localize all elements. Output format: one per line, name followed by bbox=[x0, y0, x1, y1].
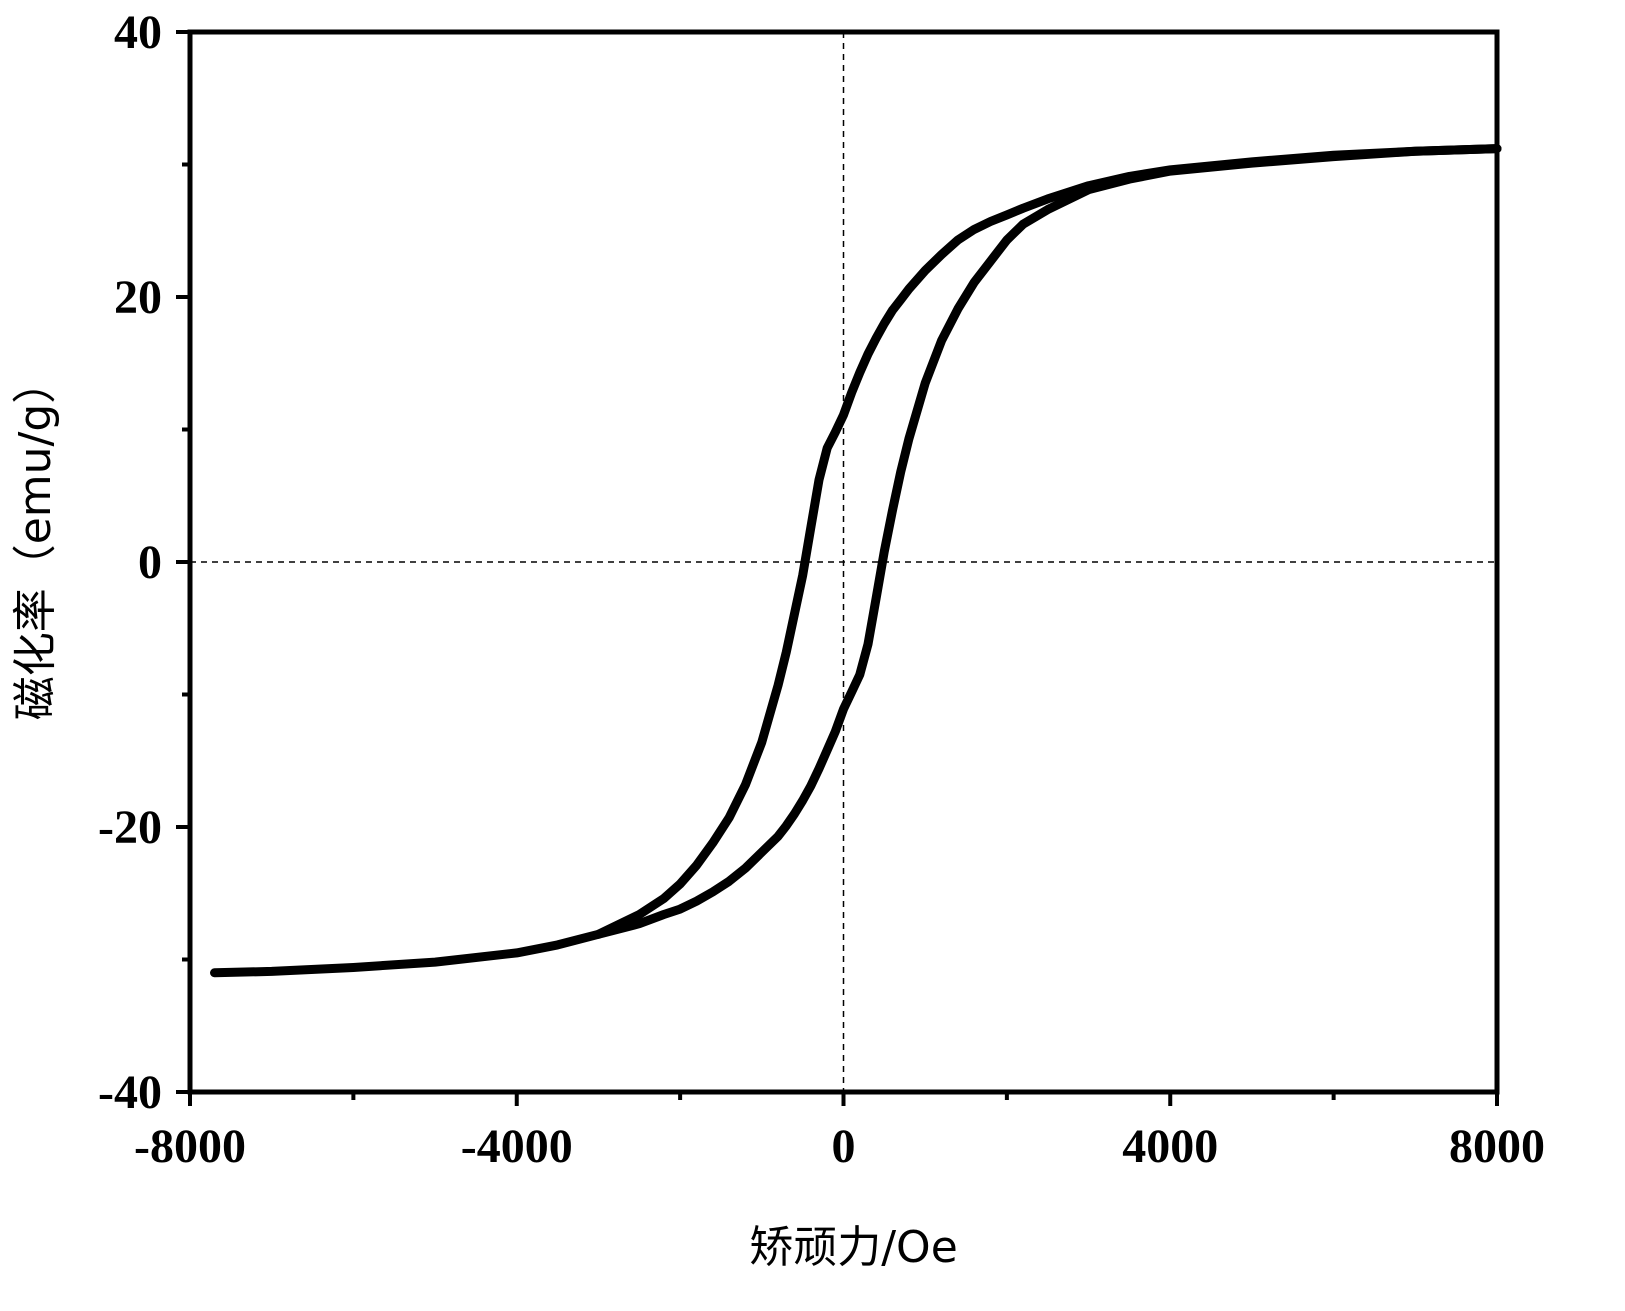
y-tick-label: -40 bbox=[98, 1066, 162, 1119]
hysteresis-branch-2 bbox=[593, 144, 1502, 939]
x-tick-label: -4000 bbox=[461, 1120, 573, 1173]
x-tick-label: 4000 bbox=[1122, 1120, 1218, 1173]
x-tick-labels: -8000 -4000 0 4000 8000 bbox=[134, 1120, 1545, 1173]
y-tick-label: 0 bbox=[138, 536, 162, 589]
x-axis-title: 矫顽力/Oe bbox=[749, 1222, 958, 1273]
y-tick-label: 40 bbox=[114, 6, 162, 59]
y-tick-label: 20 bbox=[114, 271, 162, 324]
reference-lines bbox=[190, 32, 1497, 1092]
x-tick-label: 0 bbox=[832, 1120, 856, 1173]
y-tick-labels: -40 -20 0 20 40 bbox=[98, 6, 162, 1119]
y-tick-label: -20 bbox=[98, 801, 162, 854]
axis-ticks bbox=[176, 30, 1499, 1106]
hysteresis-curves bbox=[210, 144, 1502, 978]
y-axis-title: 磁化率（emu/g） bbox=[10, 360, 61, 721]
hysteresis-branch-1 bbox=[210, 144, 1502, 978]
x-tick-label: -8000 bbox=[134, 1120, 246, 1173]
x-tick-label: 8000 bbox=[1449, 1120, 1545, 1173]
